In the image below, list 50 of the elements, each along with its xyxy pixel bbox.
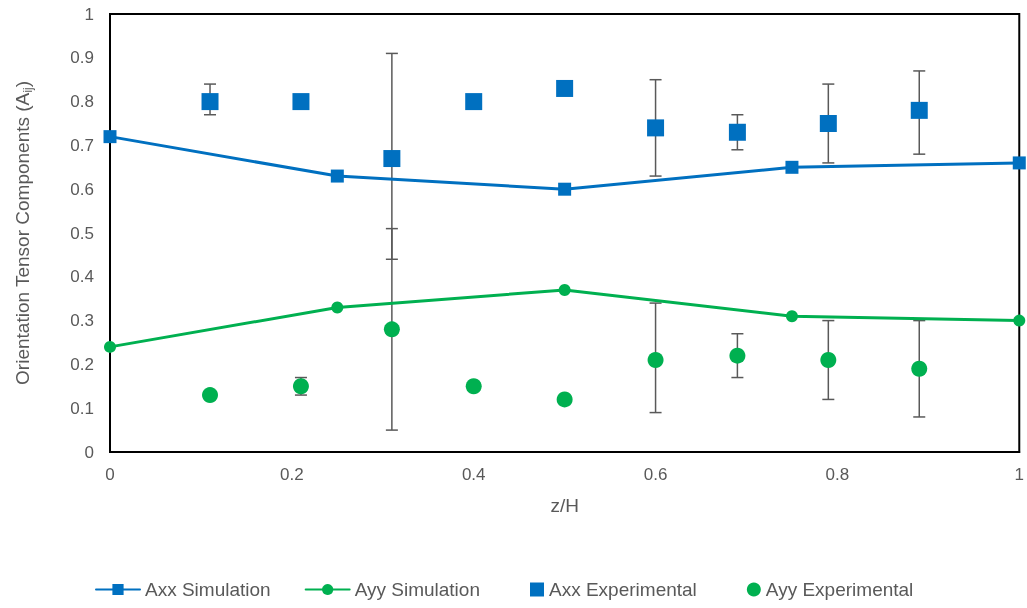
legend-label: Ayy Simulation bbox=[354, 579, 480, 600]
point bbox=[465, 378, 482, 395]
point bbox=[785, 310, 798, 323]
x-tick-label: 0.2 bbox=[280, 465, 304, 484]
point bbox=[558, 182, 572, 196]
y-tick-label: 0.4 bbox=[70, 267, 94, 287]
x-tick-label: 1 bbox=[1014, 465, 1025, 484]
x-tick-label: 0.4 bbox=[461, 465, 486, 484]
y-tick-label: 0.9 bbox=[70, 48, 94, 68]
point bbox=[202, 387, 219, 404]
point bbox=[1012, 156, 1026, 170]
point bbox=[465, 93, 483, 111]
point bbox=[820, 352, 837, 369]
point bbox=[104, 340, 116, 353]
point bbox=[819, 115, 837, 132]
y-tick-label: 0 bbox=[84, 442, 94, 462]
point bbox=[103, 130, 117, 144]
point bbox=[292, 93, 310, 111]
point bbox=[383, 150, 401, 168]
x-tick-label: 0.6 bbox=[643, 465, 668, 484]
y-tick-label: 0.3 bbox=[70, 311, 94, 331]
point bbox=[556, 391, 573, 408]
point bbox=[201, 93, 219, 111]
legend-label: Ayy Experimental bbox=[765, 579, 914, 600]
point bbox=[331, 301, 344, 314]
y-tick-label: 1 bbox=[84, 4, 94, 24]
point bbox=[383, 321, 400, 338]
x-axis-title: z/H bbox=[550, 495, 579, 516]
point bbox=[911, 360, 928, 377]
y-axis-title: Orientation Tensor Components (Aij) bbox=[11, 80, 35, 385]
legend-label: Axx Experimental bbox=[549, 579, 697, 600]
point bbox=[1013, 314, 1026, 327]
point bbox=[910, 101, 928, 119]
point bbox=[729, 347, 746, 364]
y-tick-label: 0.7 bbox=[70, 135, 94, 155]
y-tick-label: 0.5 bbox=[70, 223, 94, 243]
point bbox=[558, 283, 571, 296]
point bbox=[785, 160, 799, 174]
point bbox=[647, 119, 665, 137]
point bbox=[556, 79, 574, 97]
legend-label: Axx Simulation bbox=[145, 579, 271, 600]
point bbox=[330, 169, 344, 183]
y-tick-label: 0.1 bbox=[70, 398, 94, 418]
y-tick-label: 0.2 bbox=[70, 354, 94, 374]
y-tick-label: 0.6 bbox=[70, 179, 94, 199]
x-tick-label: 0 bbox=[105, 465, 115, 484]
point bbox=[728, 123, 746, 141]
x-tick-label: 0.8 bbox=[825, 465, 850, 484]
point bbox=[647, 352, 664, 369]
y-tick-label: 0.8 bbox=[70, 92, 94, 112]
